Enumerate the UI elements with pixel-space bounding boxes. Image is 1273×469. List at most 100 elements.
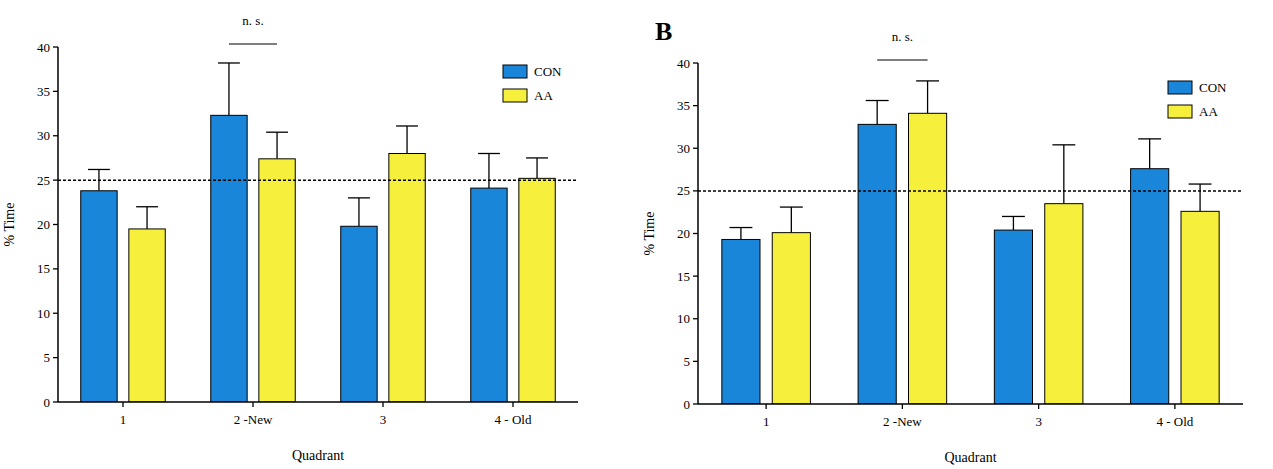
bar	[471, 188, 507, 402]
error-stem	[877, 101, 878, 125]
x-tick-label: 2 -New	[234, 412, 273, 427]
error-stem	[488, 154, 489, 189]
error-bar	[916, 81, 939, 113]
annotation: n. s.	[892, 29, 913, 44]
bar	[341, 226, 377, 402]
error-cap	[1138, 138, 1161, 139]
error-stem	[791, 207, 792, 233]
error-bar	[218, 63, 240, 115]
x-axis	[58, 401, 578, 403]
error-stem	[740, 228, 741, 240]
y-tick-label: 25	[37, 173, 50, 188]
plot-area	[58, 63, 578, 402]
figure: 051015202530354012 -New34 - OldQuadrant%…	[0, 0, 1273, 469]
legend-label: CON	[534, 64, 562, 79]
x-tick-label: 1	[763, 414, 770, 429]
bar	[259, 159, 295, 402]
y-axis	[57, 47, 59, 402]
annotation-line	[877, 60, 927, 61]
panel: B051015202530354012 -New34 - OldQuadrant…	[642, 17, 1243, 465]
error-stem	[146, 207, 147, 229]
bar	[1131, 169, 1169, 404]
y-tick-label: 25	[677, 183, 690, 198]
error-bar	[1189, 184, 1212, 211]
y-tick-label: 40	[677, 56, 690, 71]
legend-label: AA	[534, 88, 553, 103]
error-bar	[729, 228, 752, 240]
bar	[81, 191, 117, 402]
x-tick-label: 4 - Old	[495, 412, 532, 427]
x-tick	[382, 402, 383, 407]
y-axis	[697, 63, 699, 404]
reference-line	[698, 190, 1243, 192]
error-stem	[536, 158, 537, 178]
legend-swatch	[503, 65, 527, 78]
error-bar	[266, 132, 288, 159]
error-bar	[1002, 216, 1025, 230]
x-axis	[698, 403, 1243, 405]
panel: 051015202530354012 -New34 - OldQuadrant%…	[2, 13, 578, 463]
y-tick-label: 0	[44, 395, 51, 410]
x-tick-label: 3	[1035, 414, 1042, 429]
bar	[1045, 204, 1083, 404]
x-tick	[1174, 404, 1175, 409]
y-axis-label: % Time	[2, 203, 17, 247]
y-axis-label: % Time	[642, 212, 657, 256]
error-stem	[276, 132, 277, 159]
error-stem	[1149, 139, 1150, 169]
y-tick-label: 20	[677, 226, 690, 241]
error-cap	[916, 80, 939, 81]
y-tick-label: 0	[684, 397, 691, 412]
legend-label: CON	[1199, 80, 1227, 95]
error-cap	[136, 206, 158, 207]
x-tick-label: 4 - Old	[1156, 414, 1193, 429]
error-stem	[1063, 145, 1064, 204]
error-bar	[348, 198, 370, 226]
error-bar	[526, 158, 548, 178]
error-stem	[228, 63, 229, 115]
error-bar	[136, 207, 158, 229]
error-cap	[729, 227, 752, 228]
annotation: n. s.	[242, 13, 263, 28]
bar	[909, 113, 947, 404]
x-axis-label: Quadrant	[944, 450, 996, 465]
y-tick-label: 15	[677, 269, 690, 284]
annotation-line	[229, 44, 277, 45]
bar	[772, 233, 810, 404]
bar	[211, 115, 247, 402]
error-stem	[1013, 216, 1014, 230]
error-stem	[1199, 184, 1200, 211]
legend-label: AA	[1199, 104, 1218, 119]
error-cap	[88, 169, 110, 170]
y-tick-label: 35	[677, 98, 690, 113]
bar	[129, 229, 165, 402]
x-tick	[122, 402, 123, 407]
x-tick	[252, 402, 253, 407]
x-axis-label: Quadrant	[292, 448, 344, 463]
error-cap	[478, 153, 500, 154]
y-tick-label: 30	[677, 141, 690, 156]
legend-swatch	[1168, 81, 1192, 94]
y-tick-label: 15	[37, 261, 50, 276]
error-cap	[526, 157, 548, 158]
y-tick-label: 5	[44, 350, 51, 365]
y-tick-label: 10	[677, 311, 690, 326]
bar	[722, 239, 760, 404]
x-tick-label: 3	[380, 412, 387, 427]
x-tick	[1038, 404, 1039, 409]
error-cap	[1189, 183, 1212, 184]
y-tick-label: 20	[37, 217, 50, 232]
y-tick-label: 35	[37, 84, 50, 99]
bar	[519, 178, 555, 402]
x-tick	[765, 404, 766, 409]
error-cap	[1052, 144, 1075, 145]
x-tick	[512, 402, 513, 407]
y-tick-label: 10	[37, 306, 50, 321]
error-cap	[1002, 216, 1025, 217]
panel-title: B	[655, 17, 672, 46]
reference-line	[58, 179, 578, 181]
error-cap	[866, 100, 889, 101]
x-tick-label: 2 -New	[883, 414, 922, 429]
error-cap	[266, 132, 288, 133]
error-cap	[396, 125, 418, 126]
